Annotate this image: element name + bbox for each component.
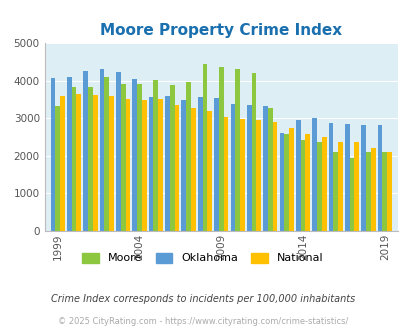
Bar — [72, 86, 76, 231]
Bar — [158, 99, 162, 231]
Bar — [218, 67, 223, 231]
Bar — [288, 128, 293, 231]
Bar — [382, 152, 386, 231]
Bar — [272, 122, 277, 231]
Bar — [174, 105, 179, 231]
Bar — [295, 120, 300, 231]
Bar — [181, 100, 186, 231]
Bar — [148, 97, 153, 231]
Bar — [104, 77, 109, 231]
Bar — [267, 108, 272, 231]
Bar — [246, 105, 251, 231]
Bar — [109, 96, 114, 231]
Bar — [239, 119, 244, 231]
Bar — [262, 106, 267, 231]
Bar — [223, 116, 228, 231]
Bar — [279, 133, 283, 231]
Bar — [93, 95, 97, 231]
Bar — [360, 125, 365, 231]
Bar — [333, 152, 337, 231]
Bar — [234, 69, 239, 231]
Text: Crime Index corresponds to incidents per 100,000 inhabitants: Crime Index corresponds to incidents per… — [51, 294, 354, 304]
Legend: Moore, Oklahoma, National: Moore, Oklahoma, National — [79, 249, 326, 267]
Bar — [337, 142, 342, 231]
Bar — [305, 134, 309, 231]
Bar — [207, 111, 211, 231]
Bar — [83, 71, 88, 231]
Bar — [116, 72, 120, 231]
Bar — [186, 82, 190, 231]
Bar — [328, 123, 333, 231]
Bar — [251, 73, 256, 231]
Bar — [100, 69, 104, 231]
Bar — [141, 100, 146, 231]
Bar — [284, 134, 288, 231]
Bar — [67, 77, 72, 231]
Bar — [354, 142, 358, 231]
Bar — [321, 137, 326, 231]
Bar — [137, 83, 141, 231]
Bar — [88, 87, 93, 231]
Bar — [202, 64, 207, 231]
Bar — [125, 99, 130, 231]
Bar — [365, 151, 370, 231]
Bar — [153, 80, 158, 231]
Bar — [213, 98, 218, 231]
Bar — [190, 108, 195, 231]
Bar — [76, 94, 81, 231]
Bar — [230, 104, 234, 231]
Bar — [169, 85, 174, 231]
Bar — [120, 84, 125, 231]
Bar — [344, 124, 349, 231]
Bar — [311, 118, 316, 231]
Text: © 2025 CityRating.com - https://www.cityrating.com/crime-statistics/: © 2025 CityRating.com - https://www.city… — [58, 317, 347, 326]
Bar — [60, 96, 65, 231]
Bar — [256, 120, 260, 231]
Bar — [132, 79, 137, 231]
Bar — [55, 107, 60, 231]
Bar — [316, 142, 321, 231]
Title: Moore Property Crime Index: Moore Property Crime Index — [100, 22, 341, 38]
Bar — [370, 148, 375, 231]
Bar — [51, 78, 55, 231]
Bar — [197, 97, 202, 231]
Bar — [300, 140, 305, 231]
Bar — [386, 151, 391, 231]
Bar — [377, 124, 382, 231]
Bar — [349, 158, 354, 231]
Bar — [165, 96, 169, 231]
